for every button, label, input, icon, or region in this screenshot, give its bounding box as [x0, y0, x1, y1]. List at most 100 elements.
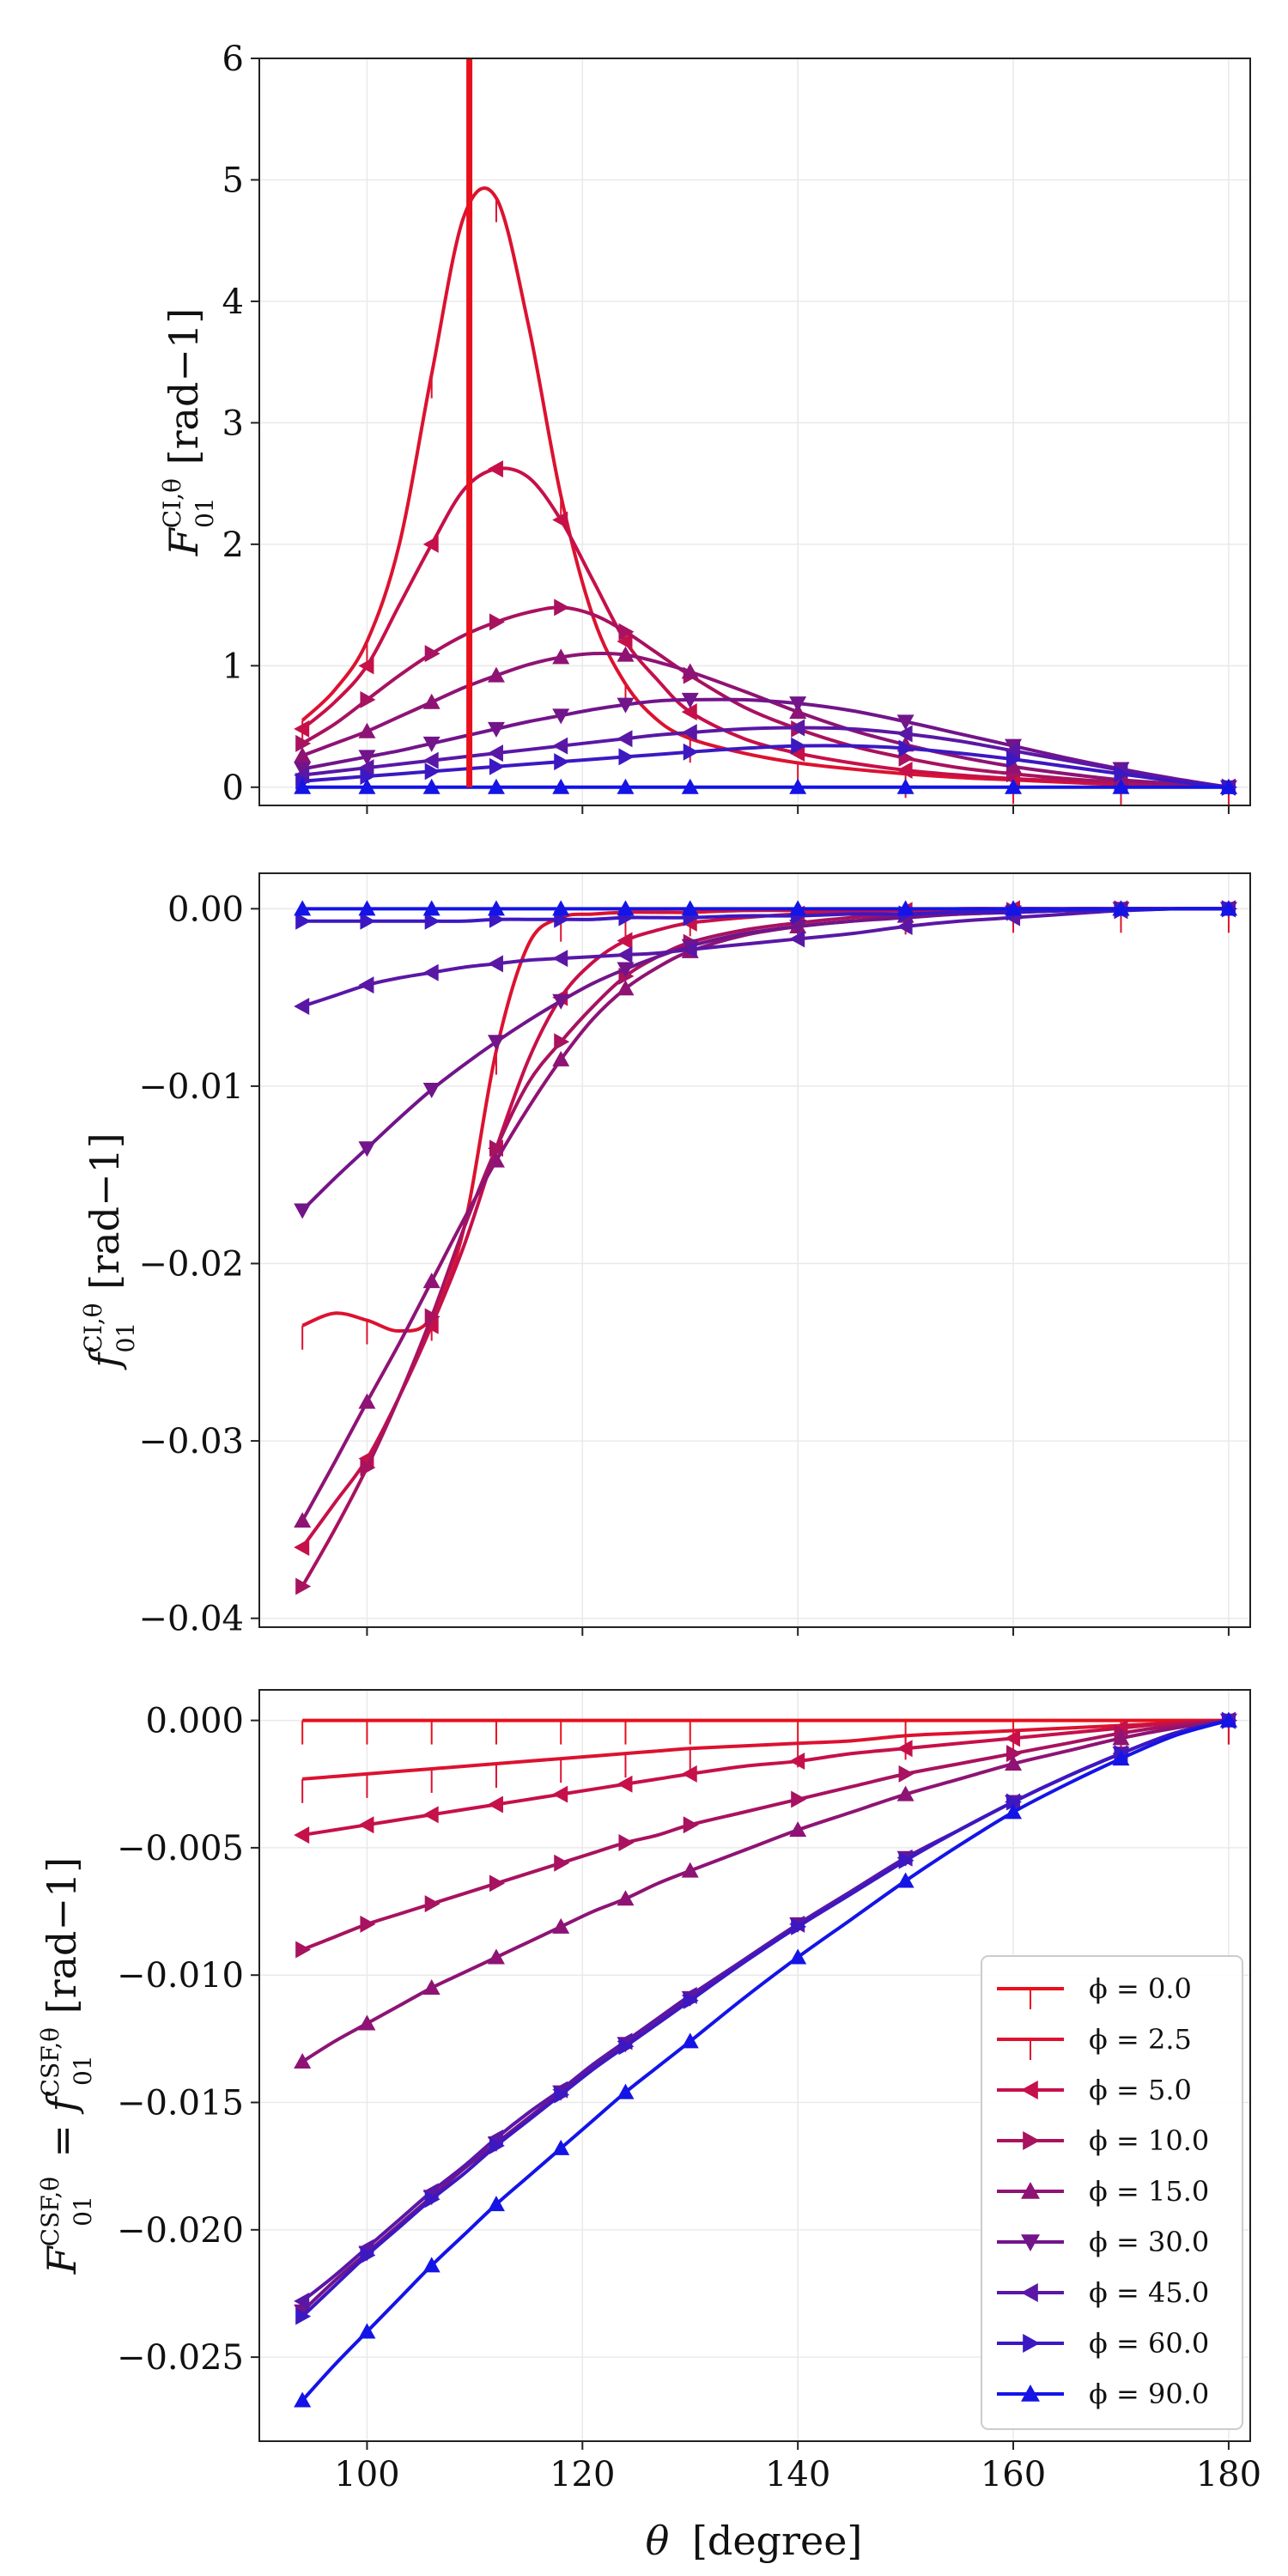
data-point — [617, 1890, 635, 1906]
data-point — [487, 721, 505, 738]
data-point — [295, 912, 312, 930]
data-point — [617, 900, 635, 916]
data-point — [360, 1915, 376, 1933]
data-point — [294, 778, 312, 794]
series-line-10-0 — [301, 1718, 1230, 1952]
data-point — [424, 762, 440, 781]
data-point — [896, 778, 914, 794]
data-point — [295, 734, 312, 752]
data-point — [681, 2032, 699, 2049]
data-point — [360, 2246, 376, 2264]
data-point — [681, 1765, 697, 1783]
y-tick-label: −0.025 — [117, 2338, 244, 2378]
y-tick-label: 0.00 — [167, 890, 244, 929]
series-line-15-0 — [301, 651, 1230, 789]
series-line-45-0 — [301, 726, 1230, 789]
data-point — [681, 692, 699, 708]
data-point — [358, 1816, 374, 1834]
data-point — [1005, 900, 1023, 916]
data-point — [487, 2196, 505, 2212]
data-point — [295, 1941, 312, 1959]
y-tick-label: −0.04 — [138, 1600, 244, 1639]
legend-item: ϕ = 5.0 — [997, 2074, 1192, 2106]
y-tick-label: −0.03 — [138, 1422, 244, 1461]
top-panel: 0 1 2 3 4 5 6 FCI,θ 01[rad−1] — [158, 39, 1251, 814]
data-point — [896, 1872, 914, 1888]
data-point — [1112, 1750, 1130, 1766]
legend-marker — [1021, 2283, 1038, 2302]
data-point — [552, 1785, 568, 1803]
data-point — [422, 778, 440, 794]
data-point — [554, 1854, 570, 1872]
data-point — [617, 778, 635, 794]
data-point — [789, 1753, 805, 1771]
y-tick-label: −0.005 — [117, 1829, 244, 1868]
data-point — [552, 993, 570, 1010]
legend-item: ϕ = 60.0 — [997, 2327, 1209, 2360]
legend-item: ϕ = 30.0 — [997, 2226, 1209, 2258]
data-point — [789, 1821, 807, 1838]
middle-y-axis-label: fCI,θ 01[rad−1] — [79, 1133, 140, 1370]
data-point — [617, 932, 633, 950]
data-point — [487, 1035, 505, 1051]
x-axis-unit: [degree] — [692, 2518, 862, 2564]
legend-item: ϕ = 0.0 — [997, 1972, 1192, 2009]
middle-series-group — [294, 900, 1237, 1595]
data-point — [554, 1033, 570, 1051]
legend-box — [981, 1955, 1243, 2430]
data-point — [360, 1459, 376, 1477]
series-line-45-0 — [301, 907, 1229, 1008]
data-point — [422, 1083, 440, 1099]
data-point — [295, 2307, 312, 2325]
legend-item: ϕ = 10.0 — [997, 2124, 1209, 2157]
data-point — [896, 714, 914, 731]
data-point — [294, 762, 312, 778]
data-point — [422, 963, 439, 981]
top-series-group — [294, 186, 1237, 805]
data-point — [487, 778, 505, 794]
data-point — [294, 997, 310, 1015]
data-point — [360, 690, 376, 708]
y-tick-label: −0.01 — [138, 1067, 244, 1107]
data-point — [422, 1273, 440, 1289]
data-point — [422, 1316, 439, 1334]
data-point — [422, 751, 439, 769]
legend-item: ϕ = 15.0 — [997, 2175, 1209, 2208]
data-point — [422, 2257, 440, 2273]
data-point — [424, 1895, 440, 1913]
data-point — [294, 1512, 312, 1528]
data-point — [294, 2391, 312, 2408]
data-point — [1006, 750, 1023, 769]
y-tick-label: −0.010 — [117, 1956, 244, 1996]
data-point — [358, 900, 376, 916]
data-point — [294, 1203, 312, 1219]
data-point — [1114, 765, 1130, 783]
data-point — [424, 912, 440, 930]
data-point — [360, 912, 376, 930]
data-point — [1005, 1755, 1023, 1771]
series-line-60-0 — [302, 744, 1230, 789]
x-tick-label: 160 — [981, 2455, 1046, 2494]
data-point — [683, 1991, 699, 2009]
data-point — [618, 623, 635, 641]
legend-label: ϕ = 0.0 — [1089, 1972, 1192, 2005]
bottom-panel: 0.000 −0.005 −0.010 −0.015 −0.020 −0.025 100 12… — [36, 1689, 1261, 2494]
legend-marker — [1023, 2131, 1040, 2150]
data-point — [554, 598, 570, 617]
data-point — [552, 950, 568, 968]
legend-label: ϕ = 15.0 — [1089, 2175, 1209, 2208]
data-point — [360, 768, 376, 786]
data-point — [358, 2323, 376, 2339]
x-axis-label: θ [degree] — [646, 2518, 863, 2564]
data-point — [1219, 1711, 1237, 1728]
data-point — [681, 900, 699, 916]
data-point — [487, 1151, 505, 1168]
data-point — [358, 976, 374, 994]
data-point — [789, 719, 805, 737]
data-point — [617, 980, 635, 996]
data-point — [1005, 757, 1023, 774]
data-point — [554, 2086, 570, 2104]
legend-label: ϕ = 10.0 — [1089, 2124, 1209, 2157]
data-point — [896, 725, 913, 743]
